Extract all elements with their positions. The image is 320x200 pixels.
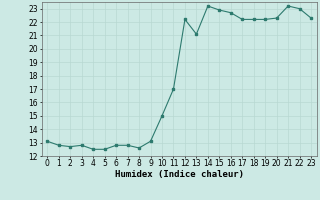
X-axis label: Humidex (Indice chaleur): Humidex (Indice chaleur) (115, 170, 244, 179)
